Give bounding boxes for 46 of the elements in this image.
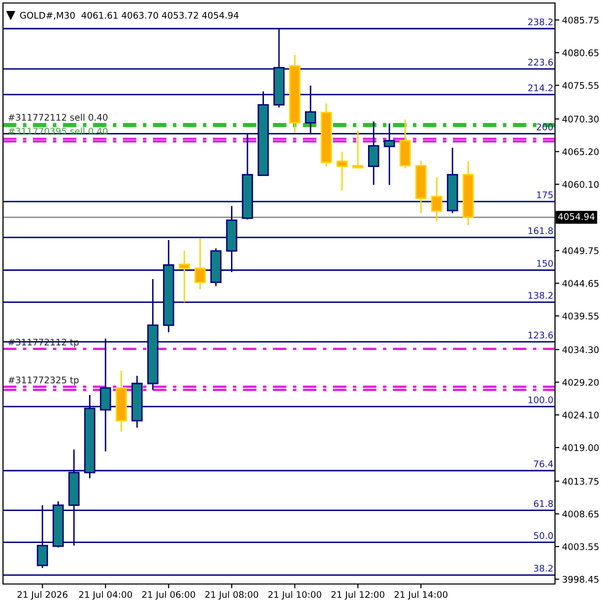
ref-line-label: #311772112 sell 0.40 <box>8 114 108 121</box>
annotation: 38.2 <box>534 564 553 572</box>
x-tick-label: 21 Jul 2026 <box>18 590 68 600</box>
annotation: 175 <box>537 192 553 198</box>
ref-line-label: #311772325 tp <box>8 376 79 386</box>
y-tick-label: 3998.45 <box>562 576 598 583</box>
y-tick-label: 4003.55 <box>562 543 598 550</box>
y-tick-label: 4085.75 <box>562 16 598 24</box>
y-tick-label: 4034.30 <box>562 346 599 354</box>
annotation: 223.6 <box>528 58 553 66</box>
candlestick <box>431 176 442 222</box>
y-tick-label: 4075.55 <box>562 82 598 89</box>
y-tick-label: 4070.30 <box>562 116 599 122</box>
annotation: 76.4 <box>534 460 553 468</box>
annotation: 123.6 <box>528 332 553 339</box>
annotation: 238.2 <box>528 18 553 26</box>
annotation: 138.2 <box>528 292 553 299</box>
y-tick-label: 4065.20 <box>562 148 599 156</box>
annotation: 61.8 <box>534 500 553 507</box>
ref-line-label: 4054.94 <box>558 213 595 220</box>
annotation: 50.0 <box>534 532 553 540</box>
candlestick <box>178 250 190 303</box>
text: GOLD#,M30 4061.61 4063.70 4053.72 4054.94 <box>20 12 239 20</box>
candlestick <box>194 237 206 290</box>
x-tick-label: 21 Jul 12:00 <box>331 590 384 600</box>
annotation: 100.0 <box>528 396 553 404</box>
y-tick-label: 4008.65 <box>562 510 598 518</box>
x-tick-label: 21 Jul 14:00 <box>394 590 448 600</box>
y-tick-label: 4039.55 <box>562 312 598 320</box>
y-tick-label: 4019.00 <box>562 444 599 452</box>
y-tick-label: 4029.20 <box>562 378 599 386</box>
y-tick-label: 4080.65 <box>562 49 598 56</box>
y-tick-label: 4024.10 <box>562 412 599 418</box>
x-tick-label: 21 Jul 06:00 <box>142 590 196 600</box>
candlestick <box>352 130 364 168</box>
x-tick-label: 21 Jul 04:00 <box>79 590 132 600</box>
candlestick <box>336 150 348 192</box>
y-tick-label: 4044.65 <box>562 280 598 287</box>
x-tick-label: 21 Jul 08:00 <box>205 590 258 600</box>
y-tick-label: 4013.75 <box>562 478 598 485</box>
annotation: 214.2 <box>528 84 553 92</box>
x-tick-label: 21 Jul 10:00 <box>268 590 322 600</box>
annotation: 161.8 <box>528 227 553 234</box>
y-tick-label: 4060.10 <box>562 181 599 188</box>
annotation: 150 <box>537 260 553 267</box>
y-tick-label: 4049.75 <box>562 247 598 254</box>
